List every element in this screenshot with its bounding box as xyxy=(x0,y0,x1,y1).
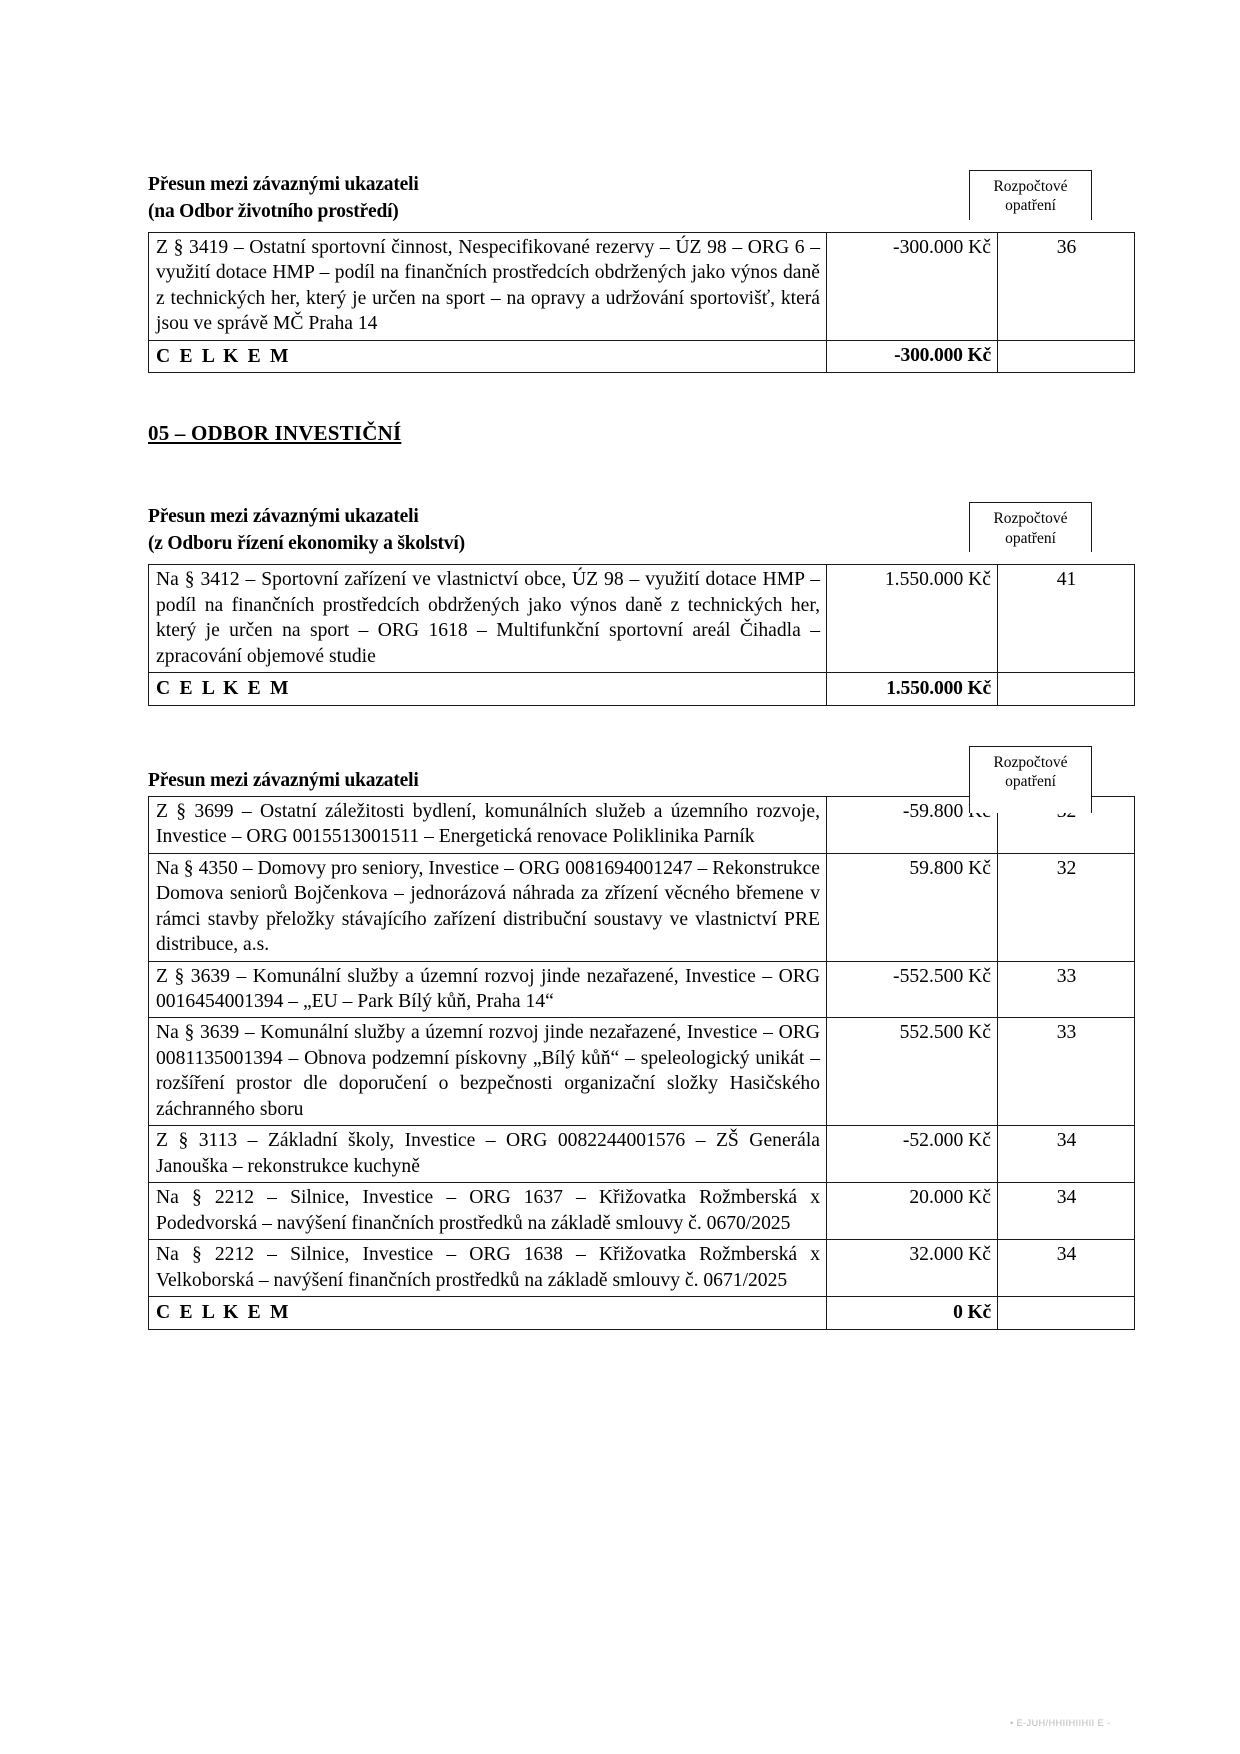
table1-row0-number: 36 xyxy=(997,232,1135,341)
table3-row5-number: 34 xyxy=(997,1182,1135,1241)
table1-total-label: C E L K E M xyxy=(148,339,827,374)
table3-row6-number: 34 xyxy=(997,1239,1135,1298)
table2-caption-line2: (z Odboru řízení ekonomiky a školství) xyxy=(148,533,465,555)
table3-row5-amount: 20.000 Kč xyxy=(826,1182,998,1241)
table1-total-number xyxy=(997,339,1135,374)
table1-rozpoctove-header: Rozpočtové opatření xyxy=(969,170,1092,220)
table-row: Na § 2212 – Silnice, Investice – ORG 163… xyxy=(148,1182,1135,1241)
table3-total-label: C E L K E M xyxy=(148,1296,827,1330)
table-row: Na § 4350 – Domovy pro seniory, Investic… xyxy=(148,852,1135,962)
table3-row5-description: Na § 2212 – Silnice, Investice – ORG 163… xyxy=(148,1182,827,1241)
table1: Z § 3419 – Ostatní sportovní činnost, Ne… xyxy=(148,232,1135,374)
table3-row3-amount: 552.500 Kč xyxy=(826,1017,998,1127)
table3-row4-number: 34 xyxy=(997,1125,1135,1184)
table2-total-amount: 1.550.000 Kč xyxy=(826,672,998,706)
table3-row2-description: Z § 3639 – Komunální služby a územní roz… xyxy=(148,960,827,1019)
table3-caption-row: Přesun mezi závaznými ukazateli Rozpočto… xyxy=(148,745,1092,814)
table1-total-amount: -300.000 Kč xyxy=(826,339,998,374)
table2-row0-description: Na § 3412 – Sportovní zařízení ve vlastn… xyxy=(148,564,827,674)
table3-row0-description: Z § 3699 – Ostatní záležitosti bydlení, … xyxy=(148,795,827,854)
table1-caption-row: Přesun mezi závaznými ukazateli (na Odbo… xyxy=(148,170,1092,232)
table3-row2-number: 33 xyxy=(997,960,1135,1019)
section-heading-odbor-investicni: 05 – ODBOR INVESTIČNÍ xyxy=(148,421,402,446)
spacer xyxy=(148,373,1092,421)
rozpoctove-label-line2: opatření xyxy=(1005,197,1056,215)
table-row: Na § 2212 – Silnice, Investice – ORG 163… xyxy=(148,1239,1135,1298)
table2-total-number xyxy=(997,672,1135,706)
table-row: Z § 3113 – Základní školy, Investice – O… xyxy=(148,1125,1135,1184)
rozpoctove-label-line2: opatření xyxy=(1005,529,1056,547)
table3-row1-number: 32 xyxy=(997,852,1135,962)
table3-total-amount: 0 Kč xyxy=(826,1296,998,1330)
scan-artifact: • E-JUH/HHIIHIIHII E - xyxy=(1010,1718,1111,1728)
table2-caption-row: Přesun mezi závaznými ukazateli (z Odbor… xyxy=(148,502,1092,564)
table-row: Z § 3419 – Ostatní sportovní činnost, Ne… xyxy=(148,232,1135,341)
table1-total-row: C E L K E M -300.000 Kč xyxy=(148,339,1135,374)
table-row: Z § 3639 – Komunální služby a územní roz… xyxy=(148,960,1135,1019)
table-row: Na § 3639 – Komunální služby a územní ro… xyxy=(148,1017,1135,1127)
rozpoctove-label-line2: opatření xyxy=(1005,773,1056,791)
table3-row6-description: Na § 2212 – Silnice, Investice – ORG 163… xyxy=(148,1239,827,1298)
table3-row3-description: Na § 3639 – Komunální služby a územní ro… xyxy=(148,1017,827,1127)
budget-block-investment-transfers: Přesun mezi závaznými ukazateli Rozpočto… xyxy=(148,745,1135,1330)
table3-row6-amount: 32.000 Kč xyxy=(826,1239,998,1298)
budget-block-investment-from-economy: Přesun mezi závaznými ukazateli (z Odbor… xyxy=(148,502,1135,706)
table2-total-row: C E L K E M 1.550.000 Kč xyxy=(148,672,1135,706)
table2-row0-amount: 1.550.000 Kč xyxy=(826,564,998,674)
table2-caption-line1: Přesun mezi závaznými ukazateli xyxy=(148,506,419,528)
table3-caption-line1: Přesun mezi závaznými ukazateli xyxy=(148,769,419,791)
spacer xyxy=(148,446,1092,502)
table3-row4-description: Z § 3113 – Základní školy, Investice – O… xyxy=(148,1125,827,1184)
table2-total-label: C E L K E M xyxy=(148,672,827,706)
table3: Z § 3699 – Ostatní záležitosti bydlení, … xyxy=(148,795,1135,1330)
table1-caption-line2: (na Odbor životního prostředí) xyxy=(148,200,399,222)
table3-rozpoctove-header: Rozpočtové opatření xyxy=(969,745,1092,814)
budget-block-environment: Přesun mezi závaznými ukazateli (na Odbo… xyxy=(148,170,1135,374)
table1-caption-line1: Přesun mezi závaznými ukazateli xyxy=(148,174,419,195)
rozpoctove-label-line1: Rozpočtové xyxy=(993,178,1068,195)
table2: Na § 3412 – Sportovní zařízení ve vlastn… xyxy=(148,564,1135,706)
rozpoctove-label-line1: Rozpočtové xyxy=(993,510,1068,528)
table3-caption: Přesun mezi závaznými ukazateli xyxy=(148,746,788,795)
table3-row1-description: Na § 4350 – Domovy pro seniory, Investic… xyxy=(148,852,827,962)
table2-row0-number: 41 xyxy=(997,564,1135,674)
table3-row2-amount: -552.500 Kč xyxy=(826,960,998,1019)
rozpoctove-label-line1: Rozpočtové xyxy=(993,753,1068,771)
table1-row0-amount: -300.000 Kč xyxy=(826,232,998,341)
table3-row1-amount: 59.800 Kč xyxy=(826,852,998,962)
table3-total-number xyxy=(997,1296,1135,1330)
table3-row3-number: 33 xyxy=(997,1017,1135,1127)
spacer xyxy=(148,706,1092,746)
table1-caption: Přesun mezi závaznými ukazateli (na Odbo… xyxy=(148,170,788,226)
table3-total-row: C E L K E M 0 Kč xyxy=(148,1296,1135,1330)
document-content: Přesun mezi závaznými ukazateli (na Odbo… xyxy=(148,170,1135,1330)
table2-caption: Přesun mezi závaznými ukazateli (z Odbor… xyxy=(148,502,788,558)
table3-row4-amount: -52.000 Kč xyxy=(826,1125,998,1184)
table1-row0-description: Z § 3419 – Ostatní sportovní činnost, Ne… xyxy=(148,232,827,341)
table-row: Na § 3412 – Sportovní zařízení ve vlastn… xyxy=(148,564,1135,674)
table2-rozpoctove-header: Rozpočtové opatření xyxy=(969,502,1092,553)
